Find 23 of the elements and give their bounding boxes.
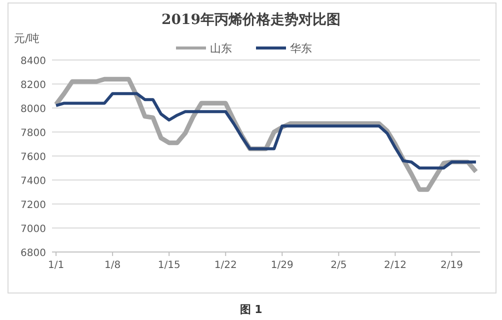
y-tick-label: 8000	[20, 104, 46, 115]
x-tick-label: 2/19	[440, 260, 463, 271]
x-tick-label: 1/29	[270, 260, 294, 271]
y-tick-label: 7200	[20, 200, 46, 211]
x-tick-label: 1/1	[48, 260, 64, 271]
y-tick-label: 6800	[20, 248, 46, 259]
y-tick-label: 8200	[20, 80, 46, 91]
y-axis-title: 元/吨	[14, 32, 40, 45]
x-tick-label: 1/15	[158, 260, 180, 271]
legend-label: 华东	[290, 42, 312, 55]
x-tick-label: 1/22	[214, 260, 237, 271]
y-tick-label: 7000	[20, 224, 46, 235]
x-tick-label: 1/8	[104, 260, 121, 271]
line-series	[54, 92, 478, 170]
x-tick-label: 2/5	[330, 260, 347, 271]
x-tick-label: 2/12	[384, 260, 406, 271]
y-tick-label: 7400	[20, 176, 46, 187]
caption: 图 1	[240, 303, 262, 316]
y-tick-label: 7800	[20, 128, 46, 139]
y-tick-label: 8400	[20, 56, 46, 67]
legend-label: 山东	[210, 42, 232, 55]
chart-title: 2019年丙烯价格走势对比图	[162, 12, 340, 28]
y-tick-label: 7600	[20, 152, 46, 163]
